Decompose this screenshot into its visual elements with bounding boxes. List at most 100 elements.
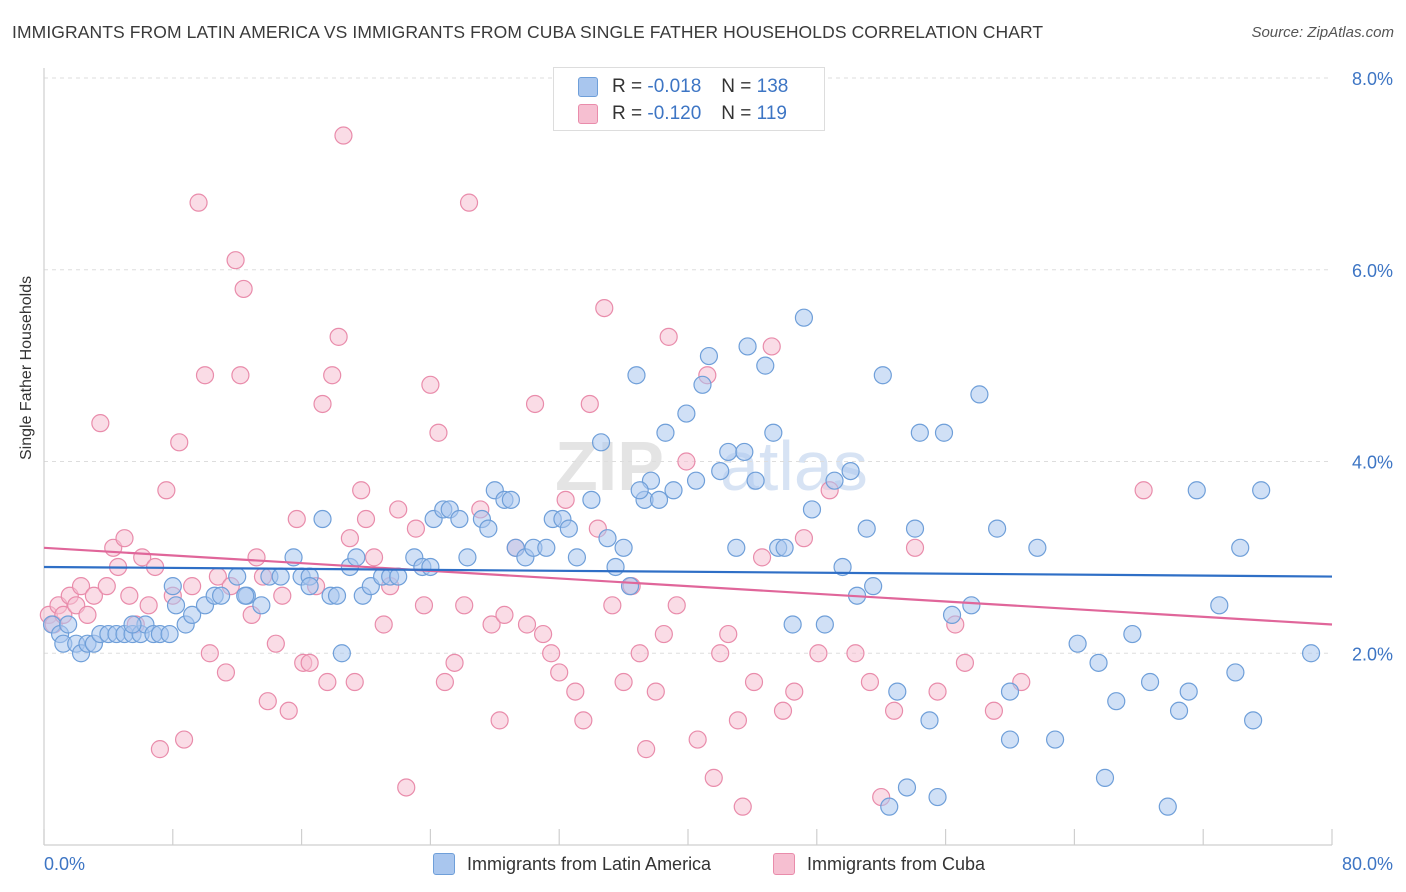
data-point bbox=[537, 538, 556, 557]
gridlines bbox=[44, 77, 1332, 654]
data-point bbox=[479, 519, 498, 538]
data-point bbox=[686, 471, 706, 490]
data-point bbox=[905, 538, 925, 557]
data-point bbox=[1179, 682, 1198, 701]
data-point bbox=[910, 423, 929, 442]
data-point bbox=[389, 500, 408, 519]
data-point bbox=[598, 529, 617, 548]
data-point bbox=[71, 577, 91, 596]
data-point bbox=[746, 471, 765, 490]
data-point bbox=[920, 711, 939, 730]
data-point bbox=[775, 538, 794, 557]
data-point bbox=[97, 577, 116, 596]
data-point bbox=[226, 251, 245, 270]
data-point bbox=[1231, 538, 1250, 557]
data-point bbox=[762, 337, 781, 356]
data-point bbox=[364, 548, 384, 567]
data-point bbox=[794, 529, 814, 548]
data-point bbox=[236, 586, 255, 605]
data-point bbox=[163, 577, 182, 596]
data-point bbox=[517, 615, 537, 634]
latin-america-points bbox=[42, 308, 1321, 816]
data-point bbox=[942, 605, 962, 625]
bottom-legend-cuba: Immigrants from Cuba bbox=[773, 852, 985, 876]
data-point bbox=[313, 509, 332, 529]
data-point bbox=[783, 615, 802, 634]
data-point bbox=[406, 519, 426, 538]
bottom-legend-label-blue: Immigrants from Latin America bbox=[467, 853, 712, 874]
data-point bbox=[591, 433, 611, 452]
data-point bbox=[733, 797, 752, 816]
data-point bbox=[825, 471, 844, 490]
data-point bbox=[157, 481, 176, 500]
bottom-legend-label-pink: Immigrants from Cuba bbox=[807, 853, 986, 874]
data-point bbox=[794, 308, 814, 327]
data-point bbox=[905, 519, 925, 538]
data-point bbox=[195, 366, 215, 385]
data-point bbox=[699, 346, 719, 366]
data-point bbox=[614, 672, 633, 692]
data-point bbox=[482, 615, 501, 634]
data-point bbox=[166, 596, 186, 615]
data-point bbox=[773, 701, 793, 720]
data-point bbox=[1210, 596, 1229, 615]
x-tick-label-min: 0.0% bbox=[44, 854, 85, 874]
data-point bbox=[458, 548, 477, 567]
data-point bbox=[620, 577, 640, 596]
data-point bbox=[313, 394, 332, 414]
data-point bbox=[501, 490, 520, 509]
data-point bbox=[833, 557, 852, 577]
data-point bbox=[756, 356, 775, 375]
data-point bbox=[183, 577, 202, 596]
legend-row-latin-america: R = -0.018 N = 138 bbox=[578, 75, 788, 99]
data-point bbox=[323, 366, 342, 385]
data-point bbox=[846, 644, 865, 663]
x-tick-label-max: 80.0% bbox=[1342, 854, 1393, 874]
data-point bbox=[646, 682, 665, 701]
data-point bbox=[345, 672, 364, 692]
axes bbox=[43, 68, 1333, 846]
data-point bbox=[1000, 730, 1020, 749]
trend-line-latin-america bbox=[43, 565, 1333, 578]
data-point bbox=[332, 644, 351, 663]
data-point bbox=[200, 644, 219, 663]
legend-r-value: -0.018 bbox=[647, 76, 702, 97]
data-point bbox=[802, 500, 822, 519]
data-point bbox=[727, 538, 746, 557]
data-point bbox=[928, 682, 947, 701]
data-point bbox=[1068, 634, 1087, 653]
data-point bbox=[667, 596, 686, 615]
data-point bbox=[659, 327, 678, 346]
data-point bbox=[91, 414, 110, 433]
data-point bbox=[459, 193, 479, 212]
data-point bbox=[273, 586, 292, 605]
data-point bbox=[719, 624, 738, 644]
data-point bbox=[1095, 768, 1115, 787]
data-point bbox=[329, 327, 348, 346]
data-point bbox=[327, 586, 347, 605]
data-point bbox=[559, 519, 578, 538]
data-point bbox=[735, 442, 754, 462]
data-point bbox=[490, 711, 509, 730]
data-point bbox=[574, 711, 593, 730]
data-point bbox=[728, 711, 748, 730]
legend-n-value: 138 bbox=[756, 76, 789, 97]
data-point bbox=[785, 682, 804, 701]
data-point bbox=[934, 423, 954, 442]
data-point bbox=[421, 557, 440, 577]
trend-line-cuba bbox=[43, 546, 1333, 626]
data-point bbox=[556, 490, 575, 509]
data-point bbox=[374, 615, 393, 634]
data-point bbox=[693, 375, 712, 394]
data-point bbox=[614, 538, 633, 557]
legend-n-label: N = bbox=[721, 103, 752, 124]
data-point bbox=[1169, 701, 1189, 720]
data-point bbox=[1158, 797, 1177, 816]
data-point bbox=[352, 481, 371, 500]
data-point bbox=[984, 701, 1004, 720]
data-point bbox=[630, 481, 649, 500]
data-point bbox=[318, 672, 337, 692]
data-point bbox=[637, 740, 656, 759]
data-point bbox=[334, 126, 353, 145]
data-point bbox=[606, 557, 625, 577]
